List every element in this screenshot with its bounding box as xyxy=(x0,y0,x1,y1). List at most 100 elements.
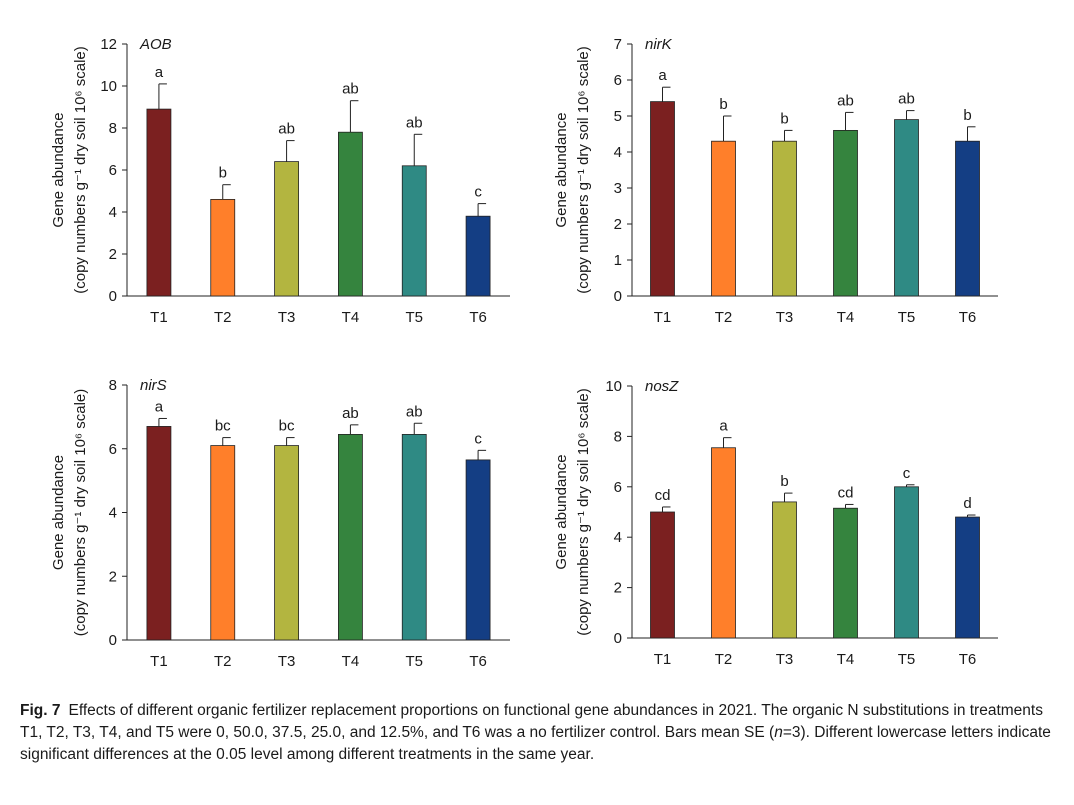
bar-T5 xyxy=(894,486,919,639)
bar-T5 xyxy=(401,165,427,297)
chart-title: nosZ xyxy=(645,378,679,395)
bar-T6 xyxy=(955,516,980,639)
x-tick-label: T6 xyxy=(959,309,977,326)
x-tick-label: T1 xyxy=(150,309,168,326)
bar-T6 xyxy=(465,459,491,641)
x-tick-label: T5 xyxy=(898,309,916,326)
bar-T6 xyxy=(955,140,980,297)
y-tick-label: 3 xyxy=(614,180,622,197)
chart-panel-nosZ: 0 2 4 6 8 10 Gene abundance (copy numbers g⁻¹ d… xyxy=(553,378,998,668)
y-tick-label: 8 xyxy=(614,428,622,445)
bar-T4 xyxy=(338,434,363,641)
significance-letter: b xyxy=(719,96,727,113)
significance-letter: c xyxy=(474,184,482,201)
y-tick-label: 6 xyxy=(109,441,117,458)
bar-T5 xyxy=(894,119,919,297)
significance-letter: bc xyxy=(279,418,295,435)
bar-T2 xyxy=(711,447,736,639)
chart-panel-nirS: 0 2 4 6 8 Gene abundance (copy numbers g⁻¹ dry… xyxy=(50,377,510,670)
chart-title: AOB xyxy=(139,36,172,53)
y-tick-label: 4 xyxy=(614,144,622,161)
bar-T4 xyxy=(833,129,858,297)
bar-T6 xyxy=(465,215,491,297)
y-tick-label: 8 xyxy=(109,120,117,137)
x-tick-label: T1 xyxy=(654,309,672,326)
x-tick-label: T2 xyxy=(715,651,733,668)
x-tick-label: T6 xyxy=(469,309,487,326)
caption-n-italic: n xyxy=(774,724,783,741)
y-axis-label-line2: (copy numbers g⁻¹ dry soil 10⁶ scale) xyxy=(72,46,89,294)
x-tick-label: T4 xyxy=(837,309,855,326)
y-tick-label: 7 xyxy=(614,36,622,53)
y-tick-label: 12 xyxy=(100,36,117,53)
chart-panel-nirK: 0 1 2 3 4 5 6 7 Gene abundance (copy numbers g⁻¹ … xyxy=(553,36,998,326)
y-axis-label-line1: Gene abundance xyxy=(553,112,570,227)
bar-T1 xyxy=(650,511,675,639)
bar-T1 xyxy=(146,426,172,641)
y-tick-label: 10 xyxy=(100,78,117,95)
significance-letter: c xyxy=(903,465,911,482)
y-tick-label: 6 xyxy=(614,479,622,496)
x-tick-label: T5 xyxy=(405,309,423,326)
y-axis-label-line2: (copy numbers g⁻¹ dry soil 10⁶ scale) xyxy=(72,389,89,637)
bar-T4 xyxy=(833,507,858,639)
x-tick-label: T3 xyxy=(278,309,296,326)
bar-T1 xyxy=(146,108,172,297)
y-axis-label-line1: Gene abundance xyxy=(50,455,67,570)
bar-T3 xyxy=(274,161,299,297)
bar-T2 xyxy=(210,198,236,297)
y-tick-label: 4 xyxy=(109,204,117,221)
bar-T2 xyxy=(210,445,236,641)
y-tick-label: 2 xyxy=(109,246,117,263)
significance-letter: b xyxy=(963,107,971,124)
bar-T4 xyxy=(338,131,363,297)
x-tick-label: T4 xyxy=(342,653,360,670)
x-tick-label: T1 xyxy=(150,653,168,670)
y-tick-label: 10 xyxy=(605,378,622,395)
chart-panel-AOB: 0 2 4 6 8 10 12 Gene abundance (copy numbers g⁻¹… xyxy=(50,36,510,326)
bar-T3 xyxy=(772,501,797,639)
y-tick-label: 6 xyxy=(109,162,117,179)
y-axis-label-line1: Gene abundance xyxy=(553,454,570,569)
y-axis-label-line1: Gene abundance xyxy=(50,112,67,227)
y-tick-label: 4 xyxy=(109,505,117,522)
bar-T3 xyxy=(772,140,797,297)
y-tick-label: 1 xyxy=(614,252,622,269)
x-tick-label: T6 xyxy=(959,651,977,668)
x-tick-label: T3 xyxy=(278,653,296,670)
y-tick-label: 2 xyxy=(109,568,117,585)
x-tick-label: T2 xyxy=(715,309,733,326)
chart-title: nirS xyxy=(140,377,167,394)
bar-T3 xyxy=(274,445,299,641)
caption-figure-label: Fig. 7 xyxy=(20,702,61,719)
y-tick-label: 4 xyxy=(614,529,622,546)
significance-letter: b xyxy=(780,110,788,127)
bar-T2 xyxy=(711,140,736,297)
x-tick-label: T2 xyxy=(214,653,232,670)
figure-caption: Fig. 7 Effects of different organic ferti… xyxy=(20,700,1060,766)
significance-letter: b xyxy=(780,473,788,490)
significance-letter: ab xyxy=(278,121,295,138)
y-tick-label: 2 xyxy=(614,216,622,233)
significance-letter: a xyxy=(719,418,728,435)
significance-letter: d xyxy=(963,495,971,512)
significance-letter: a xyxy=(658,67,667,84)
x-tick-label: T3 xyxy=(776,651,794,668)
x-tick-label: T4 xyxy=(342,309,360,326)
x-tick-label: T4 xyxy=(837,651,855,668)
y-tick-label: 0 xyxy=(109,288,117,305)
significance-letter: cd xyxy=(655,487,671,504)
significance-letter: bc xyxy=(215,418,231,435)
significance-letter: ab xyxy=(837,92,854,109)
significance-letter: ab xyxy=(342,405,359,422)
y-tick-label: 6 xyxy=(614,72,622,89)
x-tick-label: T3 xyxy=(776,309,794,326)
significance-letter: ab xyxy=(406,403,423,420)
x-tick-label: T5 xyxy=(898,651,916,668)
x-tick-label: T1 xyxy=(654,651,672,668)
significance-letter: a xyxy=(155,398,164,415)
significance-letter: ab xyxy=(342,81,359,98)
y-axis-label-line2: (copy numbers g⁻¹ dry soil 10⁶ scale) xyxy=(575,388,592,636)
y-tick-label: 0 xyxy=(614,630,622,647)
y-tick-label: 0 xyxy=(109,632,117,649)
